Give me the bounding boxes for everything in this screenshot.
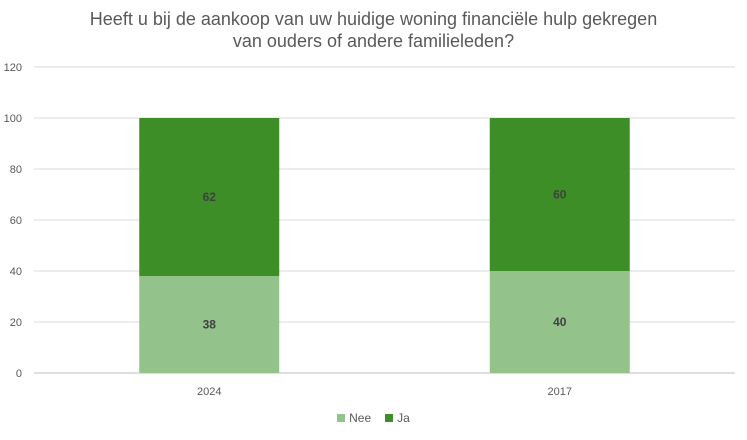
legend-label-ja: Ja <box>397 411 410 425</box>
y-tick-label: 0 <box>16 368 22 380</box>
y-tick-label: 20 <box>10 317 22 329</box>
bar-nee-2017 <box>489 271 630 373</box>
y-tick-label: 80 <box>10 164 22 176</box>
legend-item-nee: Nee <box>337 411 371 425</box>
x-tick-label: 2017 <box>548 386 572 398</box>
y-tick-label: 60 <box>10 215 22 227</box>
chart-title-line-1: Heeft u bij de aankoop van uw huidige wo… <box>89 9 658 29</box>
x-tick-label: 2024 <box>197 386 221 398</box>
data-label-nee-2017: 40 <box>553 315 567 329</box>
bar-nee-2024 <box>139 276 280 373</box>
legend: Nee Ja <box>0 411 747 425</box>
legend-swatch-ja <box>385 414 394 422</box>
legend-label-nee: Nee <box>349 411 372 425</box>
data-label-ja-2024: 62 <box>203 190 217 204</box>
legend-item-ja: Ja <box>385 411 410 425</box>
chart-title-line-2: van ouders of andere familieleden? <box>232 31 515 51</box>
bar-ja-2024 <box>139 118 280 277</box>
y-tick-label: 40 <box>10 266 22 278</box>
data-label-nee-2024: 38 <box>203 318 217 332</box>
chart-title: Heeft u bij de aankoop van uw huidige wo… <box>0 8 747 52</box>
legend-swatch-nee <box>337 414 346 422</box>
y-tick-label: 100 <box>4 113 22 125</box>
bar-ja-2017 <box>489 118 630 271</box>
data-label-ja-2017: 60 <box>553 188 567 202</box>
y-tick-label: 120 <box>4 62 22 74</box>
